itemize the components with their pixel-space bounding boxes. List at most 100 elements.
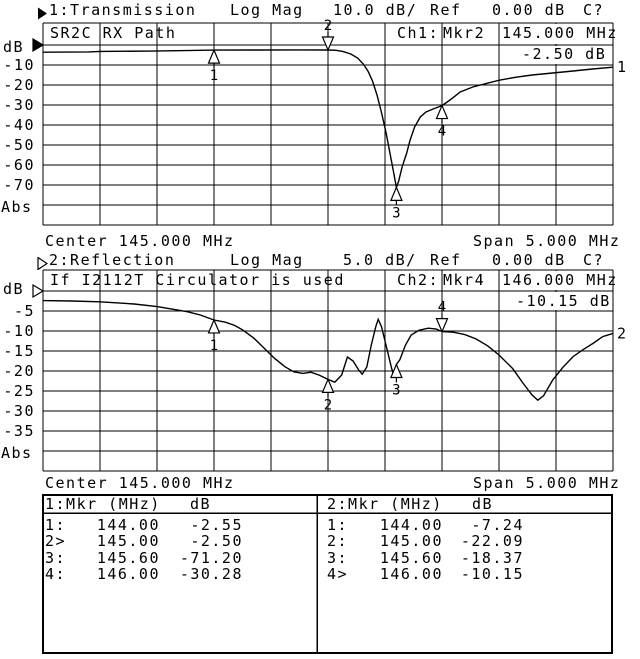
marker-4-label: 4	[438, 300, 446, 316]
table-cell-db: -71.20	[179, 549, 243, 567]
ch2-ref-level-arrow-icon	[32, 283, 45, 299]
table-cell-marker-num: 4:	[45, 565, 67, 583]
ch1-scale: 10.0 dB/	[333, 1, 418, 19]
table-cell-freq: 145.00	[379, 532, 443, 550]
table-cell-freq: 145.00	[96, 532, 160, 550]
ch1-center-freq: Center 145.000 MHz	[45, 232, 235, 250]
table-cell-freq: 145.60	[379, 549, 443, 567]
marker-1-icon	[207, 48, 221, 64]
ch2-scale: 5.0 dB/	[343, 251, 417, 269]
table-cell-marker-num: 1:	[45, 516, 67, 534]
table-cell-db: -2.50	[190, 532, 243, 550]
ch1-ref-label: Ref	[430, 1, 462, 19]
table-cell-freq: 145.60	[96, 549, 160, 567]
ch1-readout-channel: Ch1:	[397, 24, 440, 42]
marker-2-icon	[321, 36, 335, 52]
ch2-readout-channel: Ch2:	[397, 271, 440, 289]
ch2-y-tick: -35	[3, 422, 35, 440]
marker-3-label: 3	[392, 382, 400, 398]
ch1-ref-level-arrow-icon	[32, 37, 45, 53]
chart2-trace	[42, 299, 614, 402]
ch1-cal-status: C?	[583, 1, 605, 19]
table-cell-db: -2.55	[190, 516, 243, 534]
channel2-inactive-icon	[37, 255, 49, 274]
ch2-ref-label: Ref	[430, 251, 462, 269]
ch2-y-tick: -15	[3, 342, 35, 360]
table-cell-marker-num: 2>	[45, 532, 67, 550]
chart2-readout-bg	[500, 292, 612, 310]
ch1-annotation: SR2C RX Path	[50, 24, 177, 42]
table-cell-freq: 146.00	[379, 565, 443, 583]
channel1-active-icon	[37, 5, 48, 24]
ch2-readout-value: -10.15 dB	[516, 292, 611, 310]
ch1-readout-value: -2.50 dB	[522, 45, 607, 63]
marker-table-borders	[42, 494, 613, 654]
table-cell-db: -7.24	[471, 516, 524, 534]
ch1-trace-title: 1:Transmission	[49, 1, 197, 19]
ch2-ref-value: 0.00 dB	[492, 251, 566, 269]
ch2-y-tick: -25	[3, 382, 35, 400]
ch2-y-tick: -20	[3, 362, 35, 380]
ch1-readout-freq: 145.000 MHz	[502, 24, 618, 42]
trace-1-label: 1	[617, 58, 626, 76]
ch1-format: Log Mag	[230, 1, 304, 19]
ch2-readout-freq: 146.000 MHz	[502, 271, 618, 289]
table-ch1-db-header: dB	[190, 495, 212, 513]
table-cell-db: -18.37	[460, 549, 524, 567]
marker-1-label: 1	[210, 68, 218, 84]
table-cell-db: -30.28	[179, 565, 243, 583]
marker-2-label: 2	[324, 397, 332, 413]
chart2-readout-bg	[500, 271, 612, 290]
chart1-markers: 1 2 3 4	[207, 18, 449, 221]
table-ch2-db-header: dB	[472, 495, 494, 513]
table-cell-freq: 144.00	[96, 516, 160, 534]
chart1-trace	[42, 49, 614, 191]
ch2-cal-status: C?	[583, 251, 605, 269]
table-cell-marker-num: 3:	[45, 549, 67, 567]
chart1-readout-bg	[500, 24, 612, 44]
ch1-y-tick: -60	[3, 156, 35, 174]
ch1-y-tick: -70	[3, 176, 35, 194]
ch2-y-tick: -5	[13, 302, 35, 320]
chart2-markers: 1 2 3 4	[207, 300, 449, 413]
ch2-readout-marker: Mkr4	[443, 271, 486, 289]
ch2-abs-label: Abs	[1, 444, 33, 462]
table-cell-marker-num: 2:	[327, 532, 349, 550]
table-cell-db: -10.15	[460, 565, 524, 583]
ch1-y-tick: -10	[3, 56, 35, 74]
ch2-annotation: If I2112T Circulator is used	[50, 271, 345, 289]
marker-2-label: 2	[324, 18, 332, 34]
ch2-y-unit-label: dB	[3, 280, 25, 298]
ch2-trace-title: 2:Reflection	[49, 251, 176, 269]
ch2-y-tick: -10	[3, 322, 35, 340]
ch1-ref-value: 0.00 dB	[492, 1, 566, 19]
table-cell-marker-num: 4>	[327, 565, 349, 583]
ch1-readout-marker: Mkr2	[443, 24, 486, 42]
ch1-y-unit-label: dB	[3, 38, 25, 56]
ch1-span: Span 5.000 MHz	[473, 232, 621, 250]
table-ch2-header: 2:Mkr (MHz)	[327, 495, 443, 513]
marker-1-icon	[207, 318, 221, 334]
ch2-span: Span 5.000 MHz	[473, 474, 621, 492]
trace-2-label: 2	[617, 324, 626, 342]
ch1-y-tick: -40	[3, 116, 35, 134]
marker-3-label: 3	[392, 205, 400, 221]
table-ch1-header: 1:Mkr (MHz)	[45, 495, 161, 513]
marker-3-icon	[389, 185, 403, 201]
ch2-y-tick: -30	[3, 402, 35, 420]
table-cell-freq: 144.00	[379, 516, 443, 534]
table-cell-marker-num: 1:	[327, 516, 349, 534]
ch2-format: Log Mag	[230, 251, 304, 269]
table-cell-db: -22.09	[460, 532, 524, 550]
ch1-abs-label: Abs	[1, 198, 33, 216]
ch1-y-tick: -50	[3, 136, 35, 154]
table-cell-marker-num: 3:	[327, 549, 349, 567]
chart1-readout-bg	[500, 46, 612, 64]
ch1-y-tick: -20	[3, 76, 35, 94]
ch1-y-tick: -30	[3, 96, 35, 114]
marker-4-label: 4	[438, 124, 446, 140]
ch2-center-freq: Center 145.000 MHz	[45, 474, 235, 492]
table-cell-freq: 146.00	[96, 565, 160, 583]
